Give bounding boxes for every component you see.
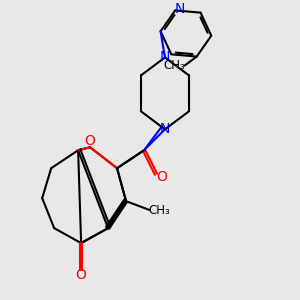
Text: N: N — [160, 50, 170, 64]
Text: CH₃: CH₃ — [164, 59, 185, 72]
Text: N: N — [175, 2, 185, 16]
Text: O: O — [157, 170, 167, 184]
Text: N: N — [160, 122, 170, 136]
Text: CH₃: CH₃ — [148, 204, 170, 217]
Text: O: O — [76, 268, 87, 281]
Text: O: O — [85, 134, 95, 148]
